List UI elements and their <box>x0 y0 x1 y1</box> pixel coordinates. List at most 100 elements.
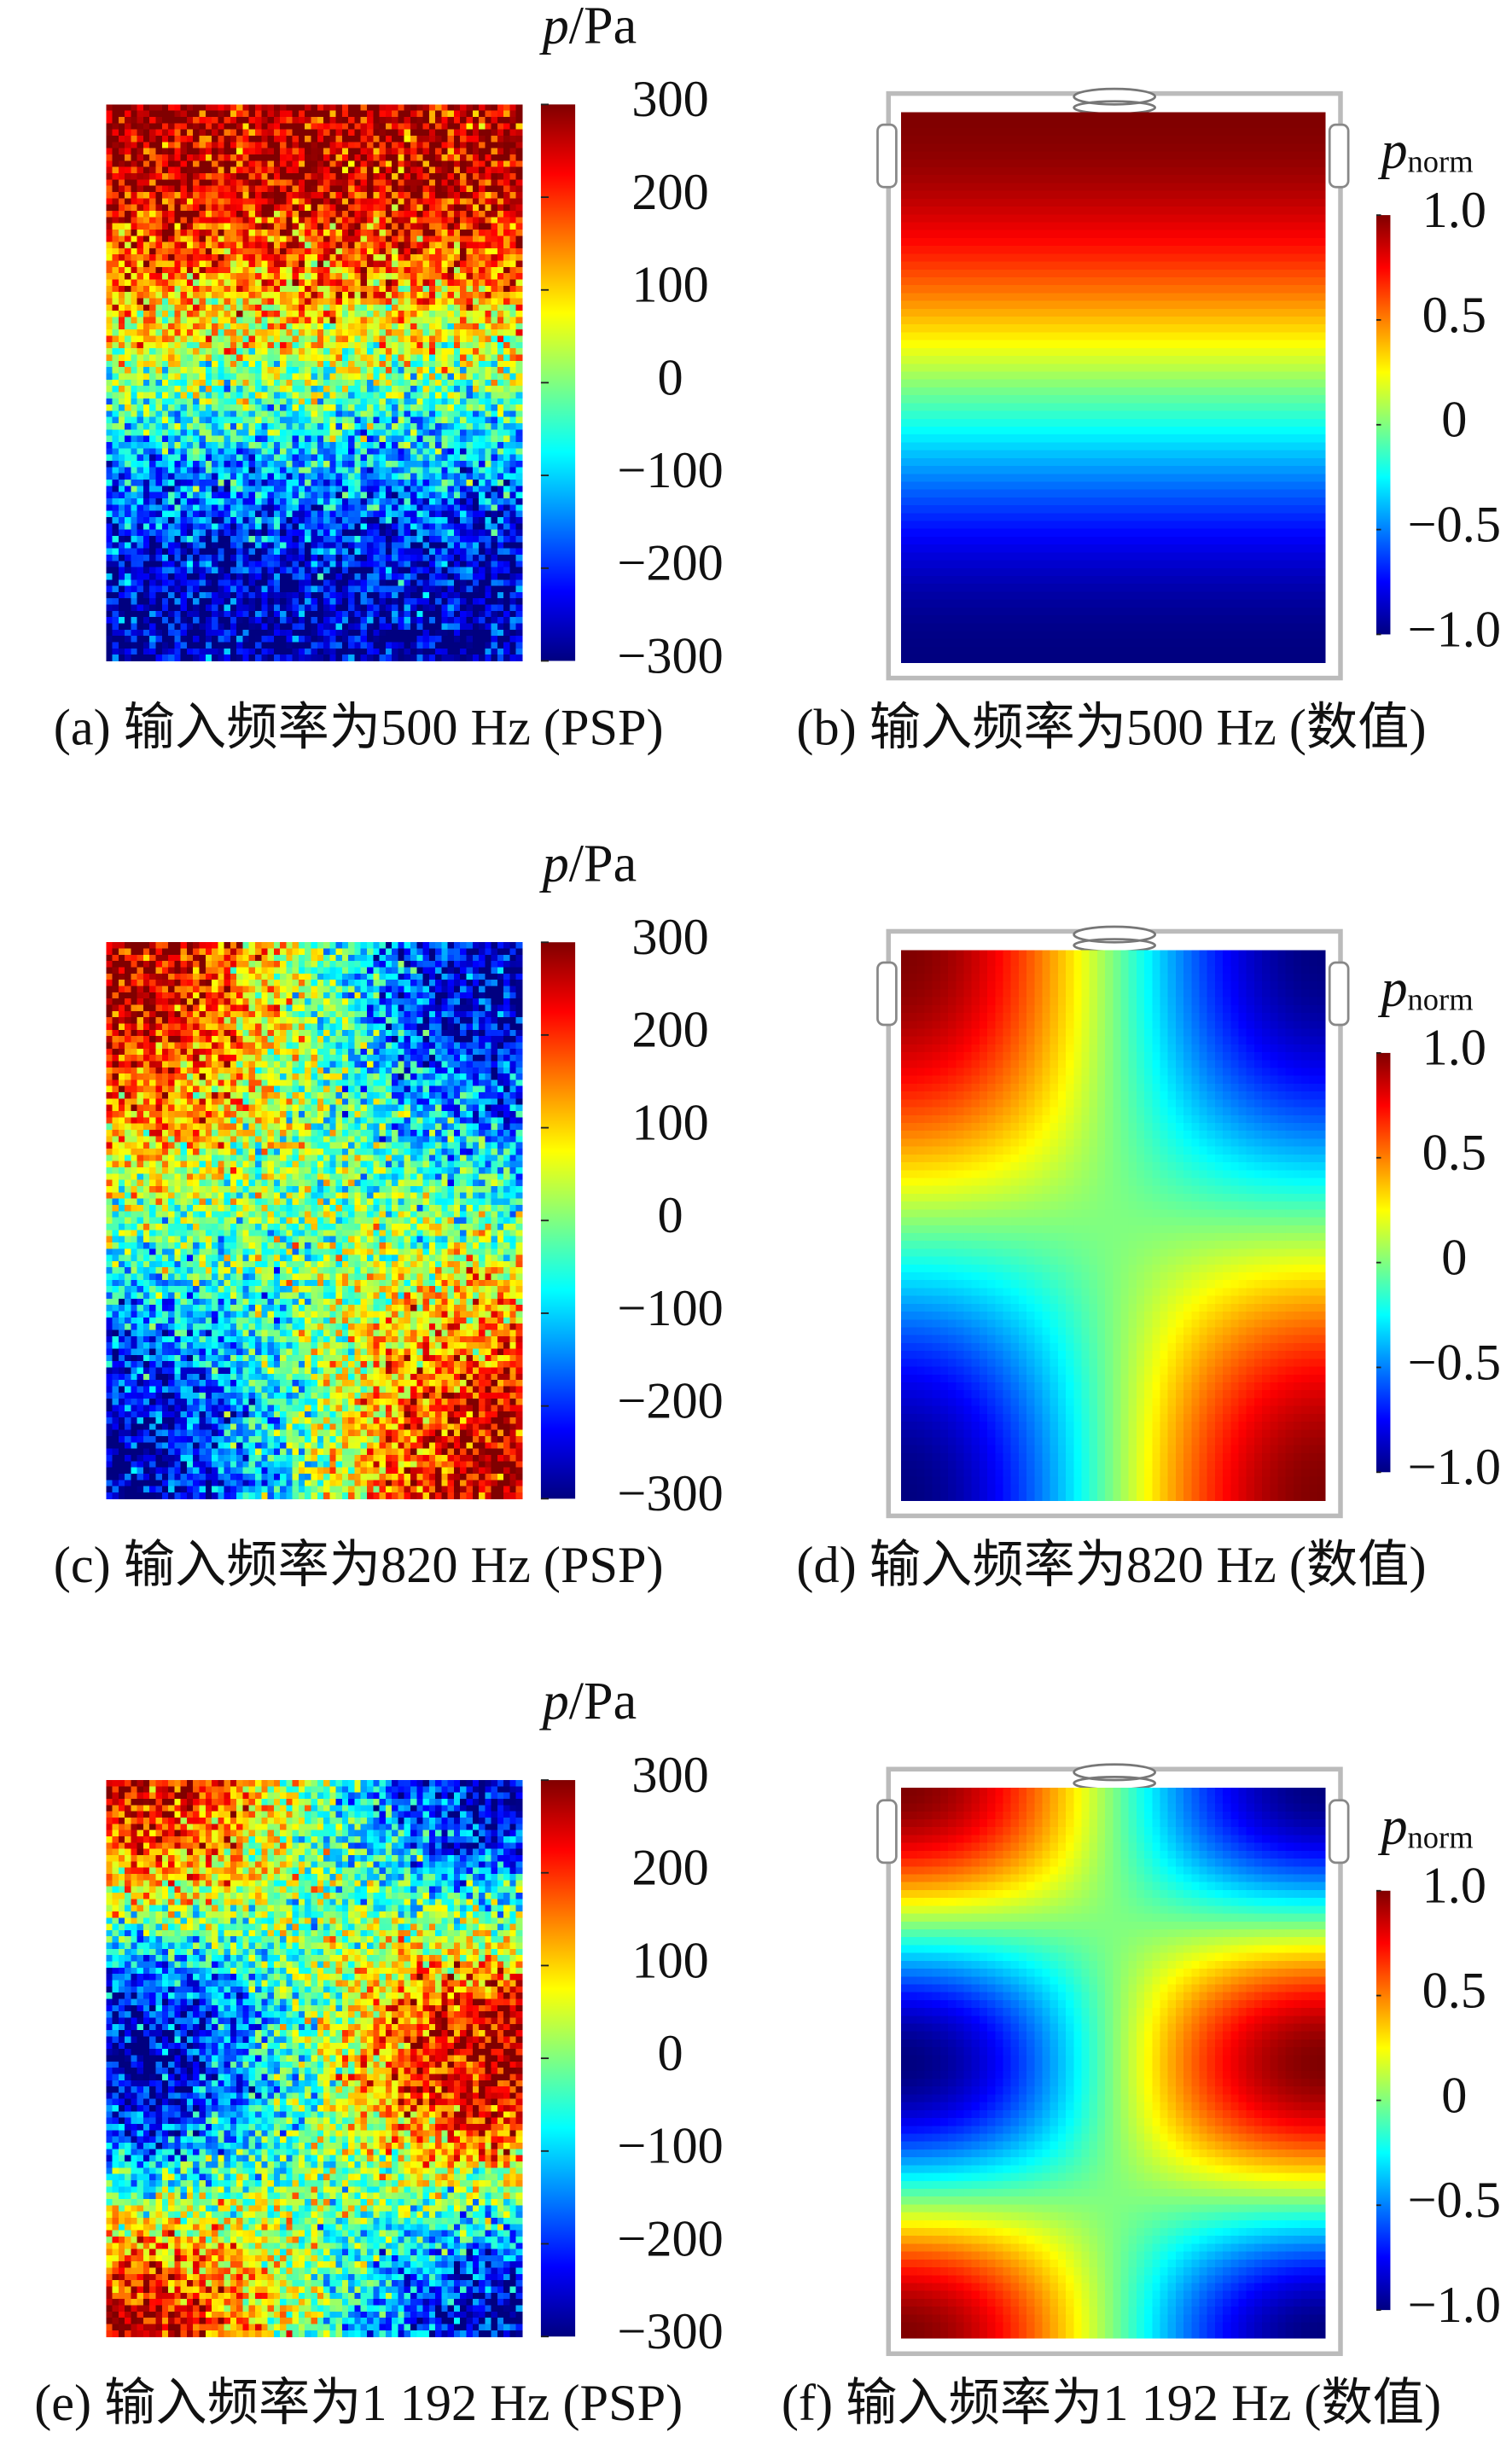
heatmap-cell <box>497 123 504 130</box>
heatmap-cell <box>423 154 430 161</box>
heatmap-cell <box>236 123 243 130</box>
heatmap-cell <box>143 142 150 148</box>
heatmap-cell <box>113 148 119 155</box>
heatmap-cell <box>261 248 268 255</box>
heatmap-cell <box>299 123 305 130</box>
heatmap-cell <box>429 179 436 186</box>
heatmap-cell <box>509 117 516 124</box>
heatmap-cell <box>149 230 156 236</box>
heatmap-cell <box>441 224 448 230</box>
heatmap-cell <box>156 217 163 224</box>
heatmap-cell <box>485 230 491 236</box>
heatmap-cell <box>162 186 169 193</box>
heatmap-cell <box>485 167 491 174</box>
heatmap-cell <box>336 211 343 218</box>
heatmap-cell <box>329 179 336 186</box>
heatmap-cell <box>336 179 343 186</box>
heatmap-cell <box>268 117 275 124</box>
heatmap-cell <box>435 104 442 111</box>
heatmap-cell <box>187 192 194 199</box>
heatmap-cell <box>503 160 510 167</box>
heatmap-cell <box>329 211 336 218</box>
heatmap-cell <box>386 261 393 268</box>
heatmap-cell <box>373 205 380 212</box>
heatmap-cell <box>119 173 125 180</box>
heatmap-cell <box>466 261 473 268</box>
heatmap-cell <box>404 130 411 137</box>
heatmap-cell <box>206 136 212 143</box>
heatmap-cell <box>323 242 330 249</box>
heatmap-cell <box>354 179 361 186</box>
heatmap-cell <box>361 217 368 224</box>
heatmap-cell <box>416 123 423 130</box>
heatmap-cell <box>261 236 268 242</box>
heatmap-cell <box>398 254 404 261</box>
heatmap-cell <box>137 160 144 167</box>
heatmap-cell <box>249 224 256 230</box>
heatmap-cell <box>199 136 206 143</box>
heatmap-cell <box>392 217 398 224</box>
heatmap-cell <box>242 154 249 161</box>
heatmap-cell <box>181 136 188 143</box>
heatmap-cell <box>125 111 131 118</box>
heatmap-cell <box>193 186 200 193</box>
heatmap-cell <box>305 211 311 218</box>
heatmap-cell <box>466 111 473 118</box>
heatmap-cell <box>373 267 380 274</box>
heatmap-cell <box>429 136 436 143</box>
heatmap-cell <box>398 130 404 137</box>
heatmap-cell <box>224 167 231 174</box>
heatmap-cell <box>485 142 491 148</box>
heatmap-cell <box>168 167 175 174</box>
heatmap-cell <box>485 198 491 205</box>
heatmap-cell <box>187 198 194 205</box>
heatmap-cell <box>361 123 368 130</box>
heatmap-cell <box>199 130 206 137</box>
heatmap-cell <box>106 123 113 130</box>
heatmap-cell <box>323 261 330 268</box>
heatmap-cell <box>423 111 430 118</box>
heatmap-cell <box>423 136 430 143</box>
heatmap-cell <box>329 167 336 174</box>
heatmap-cell <box>268 160 275 167</box>
heatmap-cell <box>131 248 137 255</box>
heatmap-cell <box>242 236 249 242</box>
heatmap-cell <box>268 154 275 161</box>
heatmap-cell <box>435 179 442 186</box>
heatmap-cell <box>274 160 281 167</box>
heatmap-cell <box>373 248 380 255</box>
heatmap-cell <box>255 167 262 174</box>
heatmap-cell <box>249 267 256 274</box>
heatmap-cell <box>218 211 224 218</box>
heatmap-cell <box>311 248 318 255</box>
heatmap-cell <box>293 248 299 255</box>
heatmap-cell <box>293 123 299 130</box>
heatmap-cell <box>497 111 504 118</box>
heatmap-cell <box>206 148 212 155</box>
heatmap-cell <box>466 104 473 111</box>
heatmap-cell <box>299 130 305 137</box>
heatmap-cell <box>497 211 504 218</box>
heatmap-cell <box>274 154 281 161</box>
heatmap-cell <box>410 136 417 143</box>
heatmap-cell <box>199 154 206 161</box>
heatmap-cell <box>342 173 349 180</box>
heatmap-cell <box>448 167 455 174</box>
heatmap-cell <box>386 267 393 274</box>
heatmap-cell <box>361 242 368 249</box>
heatmap-cell <box>323 154 330 161</box>
heatmap-cell <box>249 154 256 161</box>
heatmap-cell <box>429 217 436 224</box>
heatmap-cell <box>416 261 423 268</box>
heatmap-cell <box>485 136 491 143</box>
heatmap-cell <box>125 236 131 242</box>
heatmap-cell <box>206 198 212 205</box>
heatmap-cell <box>230 136 237 143</box>
heatmap-cell <box>156 211 163 218</box>
heatmap-cell <box>336 217 343 224</box>
heatmap-cell <box>361 186 368 193</box>
heatmap-cell <box>323 179 330 186</box>
heatmap-cell <box>336 104 343 111</box>
heatmap-cell <box>473 261 480 268</box>
heatmap-cell <box>143 211 150 218</box>
